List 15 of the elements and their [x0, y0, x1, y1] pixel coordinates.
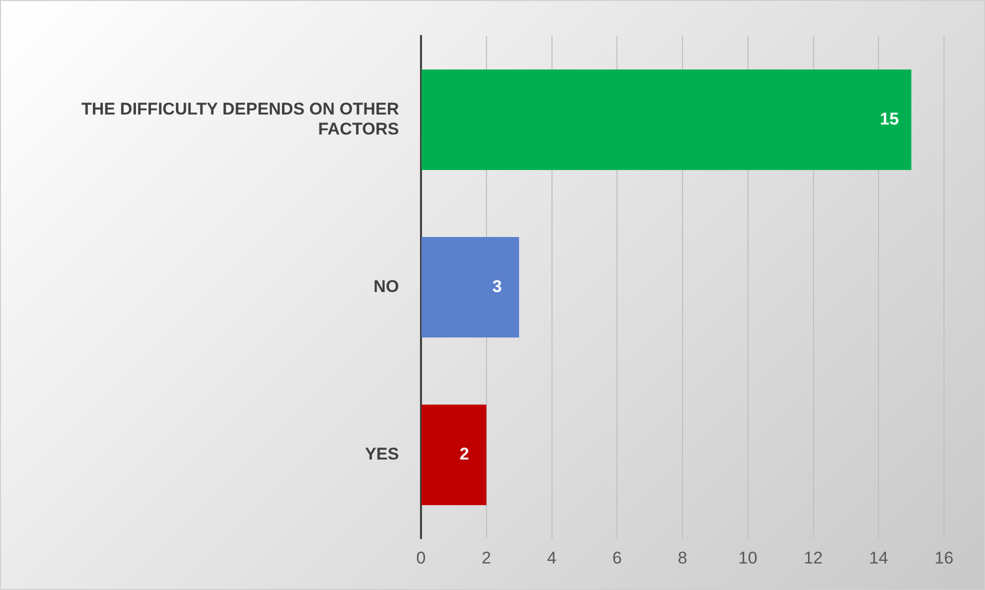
x-tick-label: 2 [482, 548, 492, 568]
x-tick-label: 12 [804, 548, 823, 568]
y-tick-label: YES [364, 444, 399, 464]
y-tick-label: NO [374, 276, 399, 296]
x-tick-label: 10 [738, 548, 758, 568]
x-tick-label: 8 [678, 548, 688, 568]
data-label: 15 [880, 109, 899, 128]
y-tick-label: THE DIFFICULTY DEPENDS ON OTHER FACTORS [81, 99, 399, 139]
data-label: 3 [492, 276, 502, 296]
x-tick-label: 16 [934, 548, 954, 568]
x-tick-label: 6 [612, 548, 622, 568]
data-label: 2 [460, 444, 470, 464]
x-tick-label: 14 [869, 548, 888, 568]
x-tick-label: 0 [416, 548, 426, 568]
x-tick-label: 4 [547, 548, 556, 568]
